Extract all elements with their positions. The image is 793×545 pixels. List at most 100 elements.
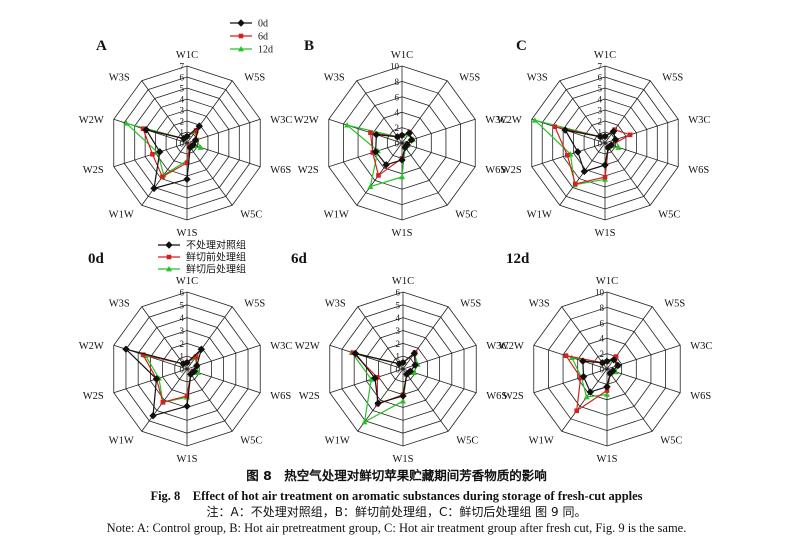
tick-label: 5	[598, 84, 603, 94]
grid-spoke	[186, 368, 233, 432]
data-point	[195, 122, 203, 130]
data-point	[561, 126, 569, 134]
data-point	[123, 120, 130, 126]
data-point	[183, 175, 191, 184]
grid-spoke	[186, 142, 233, 206]
axis-label-W2W: W2W	[79, 115, 104, 126]
data-point	[574, 408, 579, 414]
data-point	[368, 130, 373, 136]
tick-label: 4	[396, 313, 401, 323]
axis-label-W1W: W1W	[324, 209, 349, 220]
tick-label: 2	[598, 117, 603, 127]
data-point	[572, 181, 578, 187]
legend-marker	[166, 254, 172, 260]
legend-marker	[238, 33, 244, 39]
axis-label-W5S: W5S	[459, 73, 480, 84]
figure-note-zh: 注：A：不处理对照组，B：鲜切前处理组，C：鲜切后处理组 图 9 同。	[206, 505, 587, 519]
axis-label-W1S: W1S	[595, 228, 616, 239]
series-0	[142, 122, 203, 193]
axis-label-W5C: W5C	[456, 435, 478, 446]
grid-spoke	[401, 142, 476, 168]
data-point	[351, 349, 360, 358]
axis-label-W5S: W5S	[460, 299, 481, 310]
grid-spoke	[559, 80, 606, 144]
grid-spoke	[186, 118, 261, 144]
data-point	[598, 359, 607, 367]
data-point	[370, 150, 376, 155]
series-0	[371, 129, 416, 169]
data-point	[399, 173, 405, 180]
series-0	[351, 349, 419, 407]
data-point	[194, 369, 201, 375]
data-point	[613, 354, 619, 359]
axis-label-W2S: W2S	[83, 391, 104, 402]
axis-label-W1S: W1S	[177, 228, 198, 239]
data-point	[601, 132, 609, 141]
axis-label-W2S: W2S	[501, 165, 522, 176]
data-point	[401, 143, 409, 152]
data-point	[382, 161, 390, 169]
series-0	[579, 355, 622, 396]
axis-label-W5C: W5C	[658, 209, 680, 220]
legend-marker	[166, 266, 172, 272]
tick-label: 2	[600, 349, 605, 359]
tick-label: 5	[180, 300, 185, 310]
series-2	[344, 122, 416, 190]
tick-label: 4	[395, 108, 400, 118]
axis-label-W5S: W5S	[662, 73, 683, 84]
data-point	[604, 388, 610, 393]
axis-label-W2W: W2W	[499, 341, 524, 352]
grid-spoke	[328, 118, 403, 144]
grid-spoke	[357, 306, 404, 370]
axis-label-W6S: W6S	[688, 165, 709, 176]
data-point	[156, 148, 164, 156]
axis-label-W5C: W5C	[240, 209, 262, 220]
axis-label-W5C: W5C	[455, 209, 477, 220]
data-point	[393, 133, 402, 141]
figure-caption-en: Fig. 8 Effect of hot air treatment on ar…	[150, 489, 643, 503]
tick-label: 5	[396, 300, 401, 310]
axis-label-W3C: W3C	[486, 341, 508, 352]
axis-label-W2W: W2W	[497, 115, 522, 126]
axis-label-W1W: W1W	[529, 435, 554, 446]
data-point	[193, 354, 199, 359]
tick-label: 6	[598, 73, 603, 83]
data-point	[150, 151, 155, 157]
tick-label: 3	[180, 106, 185, 116]
data-point	[197, 345, 206, 353]
axis-label-W2W: W2W	[295, 341, 320, 352]
axis-label-W3C: W3C	[270, 115, 292, 126]
grid-spoke	[604, 142, 651, 206]
data-point	[361, 418, 368, 425]
axis-label-W3S: W3S	[527, 73, 548, 84]
grid-spoke	[356, 80, 403, 144]
data-point	[411, 361, 419, 369]
tick-label: 10	[390, 62, 400, 72]
panel-label: 12d	[506, 251, 530, 267]
data-point	[610, 355, 618, 364]
panel-label: 0d	[88, 251, 105, 267]
grid-spoke	[113, 368, 188, 394]
data-point	[606, 369, 614, 378]
legend-top: 0d 6d 12d	[230, 19, 273, 56]
axis-label-W5S: W5S	[244, 73, 265, 84]
data-point	[579, 357, 587, 365]
panel-label: B	[304, 38, 314, 54]
axis-label-W6S: W6S	[270, 391, 291, 402]
data-point	[603, 383, 611, 391]
axis-label-W2W: W2W	[294, 115, 319, 126]
data-point	[160, 399, 166, 405]
data-point	[531, 117, 538, 123]
data-point	[184, 393, 190, 399]
axis-label-W3C: W3C	[688, 115, 710, 126]
data-point	[405, 129, 413, 137]
data-point	[160, 174, 165, 180]
tick-label: 0	[396, 365, 401, 375]
axis-label-W1C: W1C	[391, 50, 413, 61]
data-point	[372, 130, 381, 139]
axis-label-W6S: W6S	[690, 391, 711, 402]
data-point	[602, 174, 608, 180]
legend-entry: 不处理对照组	[186, 239, 246, 252]
grid-spoke	[561, 368, 608, 432]
